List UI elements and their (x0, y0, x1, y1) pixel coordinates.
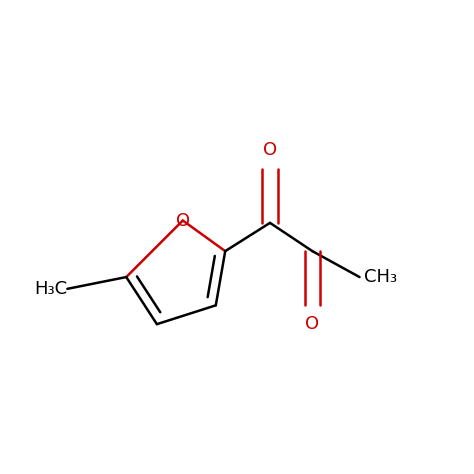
Text: O: O (176, 211, 190, 229)
Text: O: O (263, 141, 277, 159)
Text: O: O (305, 315, 319, 333)
Text: H₃C: H₃C (34, 280, 67, 298)
Text: CH₃: CH₃ (364, 268, 397, 286)
